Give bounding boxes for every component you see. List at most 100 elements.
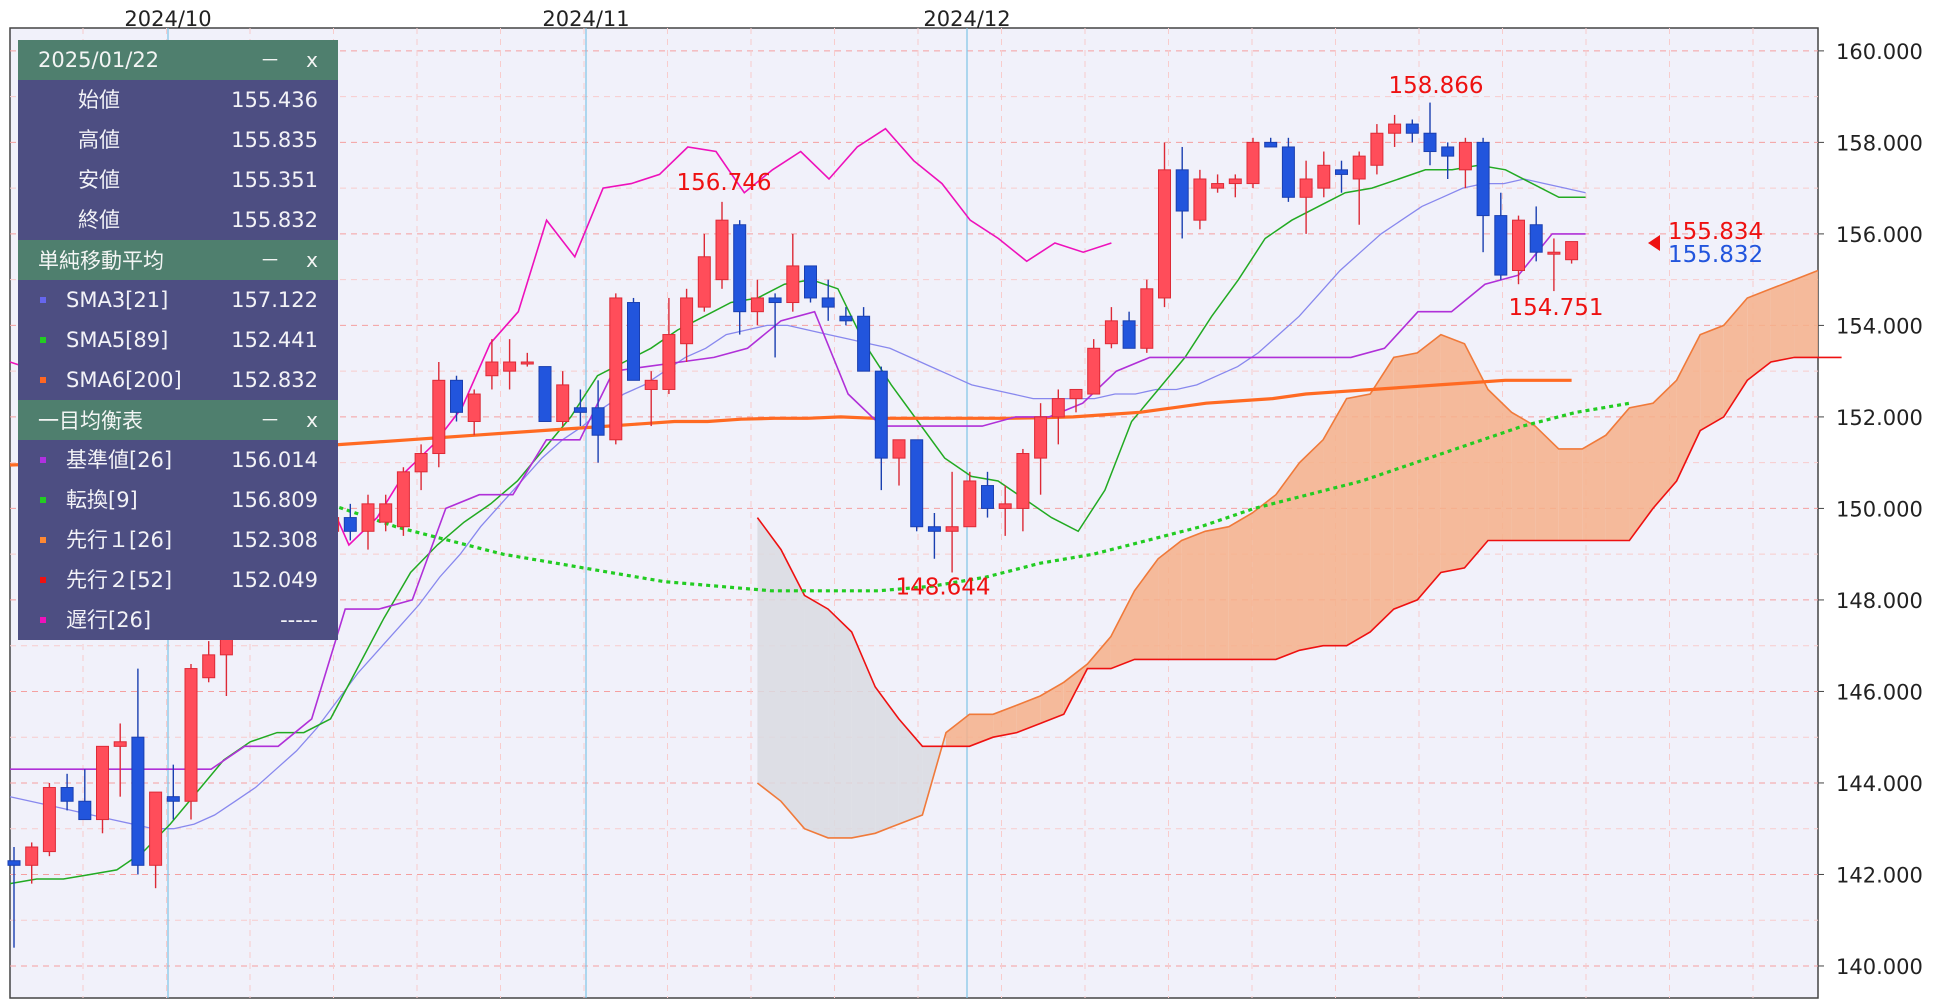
candle-body — [1405, 123, 1419, 134]
ichimoku-cloud-segment — [898, 718, 923, 825]
candle-body — [131, 736, 145, 866]
chikou-value: ----- — [280, 608, 318, 632]
y-tick-label: 158.000 — [1836, 131, 1923, 155]
ohlc-open-label: 始値 — [78, 88, 120, 112]
ichimoku-cloud-segment — [1440, 334, 1465, 573]
ichimoku-row: 基準値[26] 156.014 — [18, 440, 338, 480]
candle-body — [7, 860, 21, 866]
price-annotation-label: 156.746 — [676, 170, 771, 196]
sma-row: SMA5[89] 152.441 — [18, 320, 338, 360]
candle-body — [715, 219, 729, 281]
candle-body — [821, 297, 835, 308]
ohlc-close-button[interactable]: x — [306, 48, 318, 72]
candle-body — [804, 265, 817, 299]
ohlc-close-label: 終値 — [78, 208, 120, 232]
ichimoku-row: 先行１[26] 152.308 — [18, 520, 338, 560]
candle-body — [1087, 347, 1101, 395]
ichimoku-cloud-segment — [1205, 526, 1229, 660]
candle-body — [1423, 132, 1437, 153]
y-tick-label: 152.000 — [1836, 406, 1923, 430]
ichimoku-cloud-segment — [1393, 352, 1418, 610]
ichimoku-row: 転換[9] 156.809 — [18, 480, 338, 520]
ichimoku-cloud-segment — [1464, 343, 1489, 568]
candle-body — [733, 224, 747, 313]
ichimoku-cloud-segment — [1228, 513, 1253, 660]
sma3-color-marker — [40, 297, 46, 303]
candle-body — [113, 741, 127, 747]
ichimoku-cloud-segment — [757, 517, 781, 802]
candle-body — [556, 384, 570, 422]
ichimoku-cloud-segment — [1275, 462, 1300, 660]
candle-body — [1069, 388, 1083, 400]
ichimoku-cloud-segment — [1417, 334, 1441, 600]
candle-body — [697, 256, 711, 308]
ichimoku-cloud-segment — [828, 609, 852, 838]
x-tick-label: 2024/10 — [124, 7, 211, 31]
candle-body — [1529, 224, 1543, 253]
sma-close-button[interactable]: x — [306, 248, 318, 272]
sma3-value: 157.122 — [231, 288, 318, 312]
candle-body — [1228, 178, 1242, 185]
ohlc-date: 2025/01/22 — [38, 48, 160, 72]
ichimoku-cloud-segment — [993, 705, 1017, 738]
candle-body — [768, 297, 782, 304]
candle-body — [202, 654, 216, 679]
sma5-label: SMA5[89] — [66, 328, 169, 352]
sma3-line — [9, 178, 1586, 830]
ichimoku-cloud-segment — [780, 549, 805, 829]
price-annotation-label: 148.644 — [895, 574, 990, 600]
candle-body — [42, 787, 56, 853]
tenkan-label: 転換[9] — [66, 488, 138, 512]
ichimoku-row: 遅行[26] ----- — [18, 600, 338, 640]
candle-body — [467, 393, 481, 422]
sma6-label: SMA6[200] — [66, 368, 182, 392]
senkou2-value: 152.049 — [231, 568, 318, 592]
sma5-color-marker — [40, 337, 46, 343]
candle-body — [1299, 178, 1313, 198]
ichimoku-close-button[interactable]: x — [306, 408, 318, 432]
ichimoku-cloud-segment — [1110, 590, 1135, 669]
candle-body — [1494, 215, 1508, 276]
candle-body — [627, 302, 640, 381]
candle-body — [910, 439, 924, 528]
candle-body — [1158, 169, 1171, 299]
candle-body — [1388, 123, 1402, 134]
y-tick-label: 150.000 — [1836, 497, 1923, 521]
current-ask-label: 155.832 — [1668, 242, 1763, 268]
candle-body — [78, 800, 92, 821]
ichimoku-cloud-segment — [1723, 297, 1748, 417]
ichimoku-cloud-segment — [1370, 357, 1394, 632]
ichimoku-cloud-segment — [1488, 389, 1512, 541]
y-tick-label: 144.000 — [1836, 772, 1923, 796]
y-tick-label: 146.000 — [1836, 680, 1923, 704]
candle-body — [750, 297, 764, 313]
ohlc-row-open: 始値 155.436 — [18, 80, 338, 120]
senkou-span-b-line — [756, 356, 1842, 748]
ohlc-header: 2025/01/22 － x — [18, 40, 338, 80]
candle-body — [1264, 141, 1278, 148]
candle-body — [1016, 453, 1030, 509]
sma5-value: 152.441 — [231, 328, 318, 352]
candle-body — [1317, 164, 1331, 189]
candle-body — [1476, 141, 1490, 217]
candle-body — [149, 791, 163, 866]
candle-body — [503, 361, 517, 372]
senkou1-color-marker — [40, 537, 46, 543]
candle-body — [1547, 251, 1561, 255]
candle-body — [538, 366, 552, 422]
candle-body — [414, 453, 428, 473]
senkou2-label: 先行２[52] — [66, 568, 173, 592]
candle-body — [1051, 398, 1065, 418]
ohlc-minimize-button[interactable]: － — [260, 48, 280, 72]
price-annotation-label: 154.751 — [1508, 295, 1603, 321]
ichimoku-cloud-segment — [1770, 279, 1795, 363]
sma-minimize-button[interactable]: － — [260, 248, 280, 272]
ichimoku-minimize-button[interactable]: － — [260, 408, 280, 432]
ichimoku-cloud-segment — [851, 631, 876, 838]
ichimoku-cloud-segment — [1676, 334, 1701, 481]
kijun-line — [10, 233, 1586, 770]
candle-body — [1565, 241, 1579, 261]
ichimoku-cloud-segment — [1747, 288, 1771, 381]
ichimoku-cloud-segment — [1323, 398, 1347, 646]
candle-body — [60, 787, 74, 802]
